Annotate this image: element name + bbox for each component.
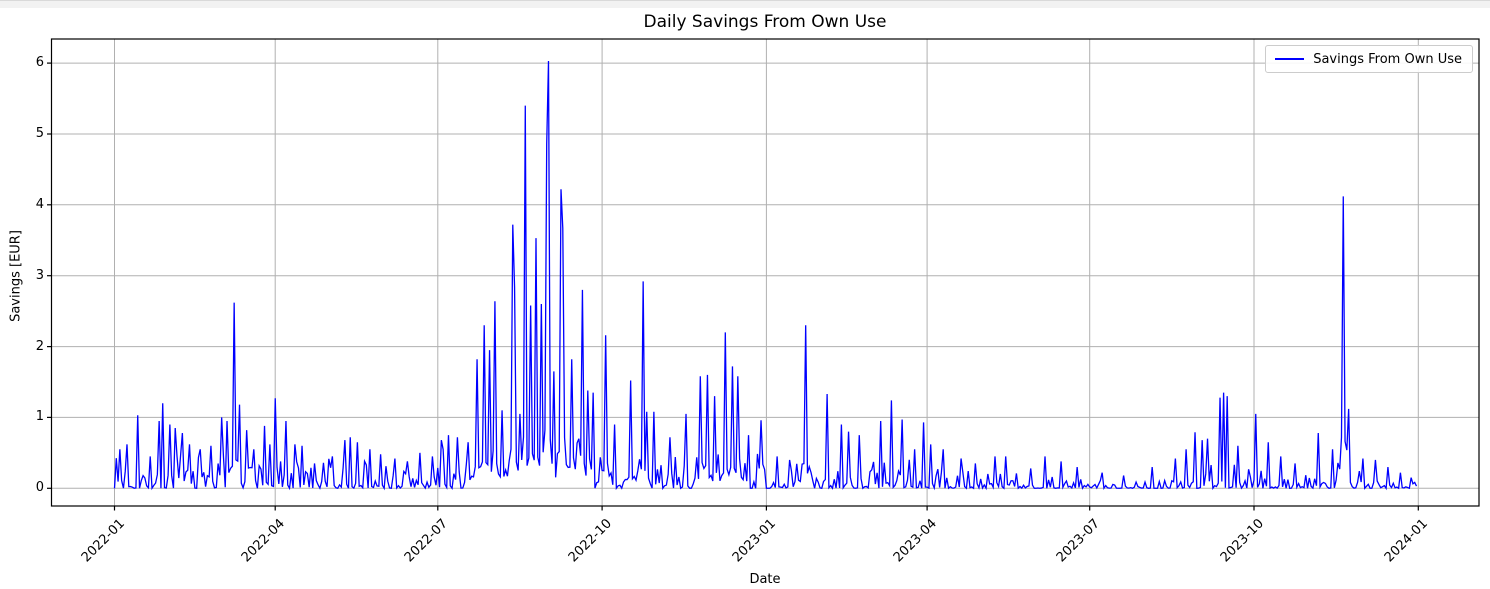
y-tick-label: 0 xyxy=(35,480,44,496)
y-tick-label: 6 xyxy=(35,55,44,71)
legend: Savings From Own Use xyxy=(1265,45,1473,73)
y-tick-label: 5 xyxy=(35,125,44,141)
legend-line-icon xyxy=(1275,58,1305,60)
legend-label: Savings From Own Use xyxy=(1313,51,1462,67)
y-tick-label: 1 xyxy=(35,409,44,425)
y-tick-label: 2 xyxy=(35,338,44,354)
window-edge-strip xyxy=(0,0,1490,8)
y-tick-label: 4 xyxy=(35,196,44,212)
chart-title: Daily Savings From Own Use xyxy=(643,12,887,32)
y-tick-label: 3 xyxy=(35,267,44,283)
x-axis-label: Date xyxy=(749,572,781,587)
